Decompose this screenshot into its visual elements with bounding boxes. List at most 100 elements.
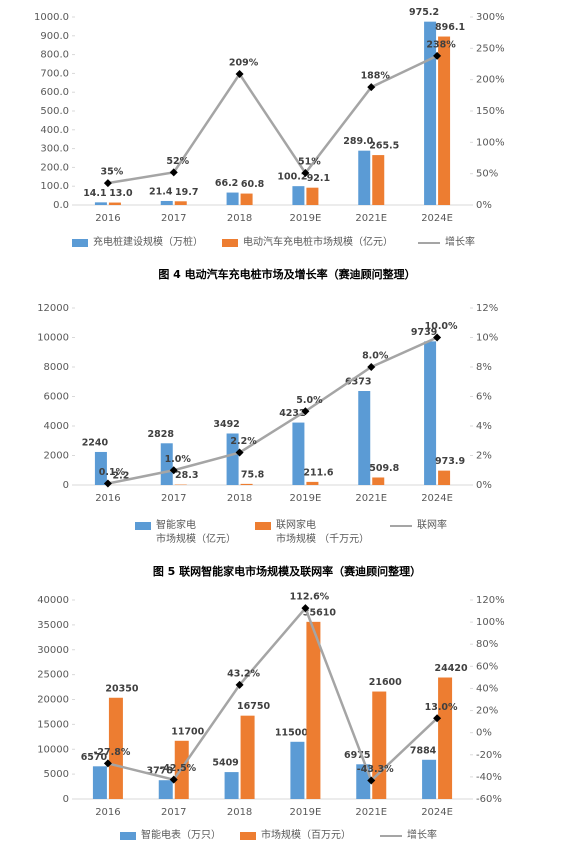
bar	[424, 341, 437, 485]
bar-label: 20350	[105, 683, 138, 694]
rate-line	[107, 54, 438, 185]
y-tick-label: 6000	[44, 392, 69, 403]
bar-label: 16750	[237, 701, 270, 712]
bar-label: 6373	[345, 376, 371, 387]
bar-label: 289.0	[343, 136, 373, 147]
rate-label: 188%	[361, 71, 391, 82]
legend-label: 智能电表（万只）	[141, 830, 221, 841]
bar	[158, 780, 173, 799]
y2-tick-label: 200%	[476, 75, 505, 86]
legend-item: 增长率	[418, 236, 475, 250]
y2-tick-label: 250%	[476, 43, 505, 54]
rate-marker	[169, 466, 178, 475]
bar-label: 6975	[344, 750, 370, 761]
rate-marker	[367, 363, 376, 371]
y-tick-label: 35000	[37, 620, 69, 631]
legend-item: 市场规模（百万元）	[240, 829, 351, 843]
y-tick-label: 500.0	[40, 106, 69, 117]
y-tick-label: 2000	[44, 451, 69, 462]
rate-marker	[301, 407, 310, 416]
bar	[372, 477, 385, 485]
rate-label: -43.3%	[357, 764, 394, 775]
legend-label: 市场规模（百万元）	[261, 830, 351, 841]
bar-label: 973.9	[435, 456, 465, 467]
bar	[306, 481, 319, 485]
bar	[108, 697, 123, 799]
legend-swatch	[120, 832, 136, 840]
y-tick-label: 0	[63, 480, 69, 491]
rate-marker	[235, 680, 244, 689]
bar-label: 66.2	[215, 178, 238, 189]
rate-label: 43.2%	[227, 668, 260, 679]
rate-label: 52%	[166, 156, 189, 167]
caption: 图 5 联网智能家电市场规模及联网率（赛迪顾问整理）	[153, 564, 421, 578]
x-tick-label: 2017	[161, 493, 186, 504]
y-tick-label: 900.0	[40, 31, 69, 42]
y-tick-label: 0	[63, 794, 69, 805]
y-tick-label: 25000	[37, 670, 69, 681]
bar	[240, 193, 253, 205]
y2-tick-label: 100%	[476, 617, 505, 628]
y2-tick-label: 0%	[476, 480, 492, 491]
caption: 图 4 电动汽车充电桩市场及增长率（赛迪顾问整理）	[158, 267, 415, 281]
rate-label: -42.5%	[159, 763, 196, 774]
x-tick-label: 2019E	[290, 807, 322, 818]
rate-label: 8.0%	[362, 351, 389, 362]
y2-tick-label: 0%	[476, 200, 492, 211]
rate-label: 10.0%	[425, 321, 458, 332]
y-tick-label: 0.0	[53, 200, 69, 211]
bar-label: 21600	[369, 677, 402, 688]
x-tick-label: 2024E	[421, 213, 453, 224]
bar	[226, 192, 239, 205]
rate-marker	[301, 604, 310, 613]
legend-item: 智能电表（万只）	[120, 829, 221, 843]
legend-label: 充电桩建设规模（万桩）	[93, 237, 203, 248]
bar	[292, 422, 305, 485]
y2-tick-label: 80%	[476, 639, 498, 650]
bar	[358, 390, 371, 485]
y2-tick-label: 0%	[476, 728, 492, 739]
x-tick-label: 2021E	[355, 213, 387, 224]
x-tick-label: 2024E	[421, 493, 453, 504]
y-tick-label: 800.0	[40, 50, 69, 61]
y-tick-label: 200.0	[40, 162, 69, 173]
bar	[372, 691, 387, 799]
rate-marker	[103, 179, 112, 188]
legend-swatch	[222, 239, 238, 247]
bar-label: 9739	[411, 327, 437, 338]
legend-item: 增长率	[380, 829, 437, 843]
bar-label: 100.2	[277, 172, 307, 183]
bar-label: 35610	[303, 607, 336, 618]
rate-marker	[367, 776, 376, 785]
rate-marker	[367, 83, 376, 92]
rate-label: 1.0%	[165, 454, 192, 465]
y2-tick-label: 2%	[476, 451, 492, 462]
legend-item: 充电桩建设规模（万桩）	[72, 236, 203, 250]
y2-tick-label: -40%	[476, 772, 502, 783]
rate-label: 112.6%	[290, 592, 330, 603]
x-tick-label: 2016	[95, 213, 120, 224]
bar	[224, 772, 239, 799]
rate-label: 35%	[101, 167, 124, 178]
y2-tick-label: 300%	[476, 12, 505, 23]
bar	[240, 715, 255, 799]
bar-label: 2828	[148, 429, 175, 440]
legend-label: 电动汽车充电桩市场规模（亿元）	[243, 237, 393, 248]
bar-label: 5409	[212, 758, 238, 769]
bar	[306, 187, 319, 205]
bar-label: 2240	[82, 437, 109, 448]
y2-tick-label: -20%	[476, 750, 502, 761]
bar-label: 11500	[275, 727, 308, 738]
bar-label: 6570	[81, 752, 108, 763]
legend-label: 增长率	[407, 830, 437, 841]
bar-label: 13.0	[109, 188, 133, 199]
bar	[306, 621, 321, 799]
y2-tick-label: 20%	[476, 706, 498, 717]
x-tick-label: 2021E	[355, 493, 387, 504]
rate-marker	[433, 714, 442, 723]
y-tick-label: 100.0	[40, 181, 69, 192]
rate-marker	[301, 169, 310, 178]
y2-tick-label: 100%	[476, 137, 505, 148]
bar-label: 265.5	[369, 141, 399, 152]
